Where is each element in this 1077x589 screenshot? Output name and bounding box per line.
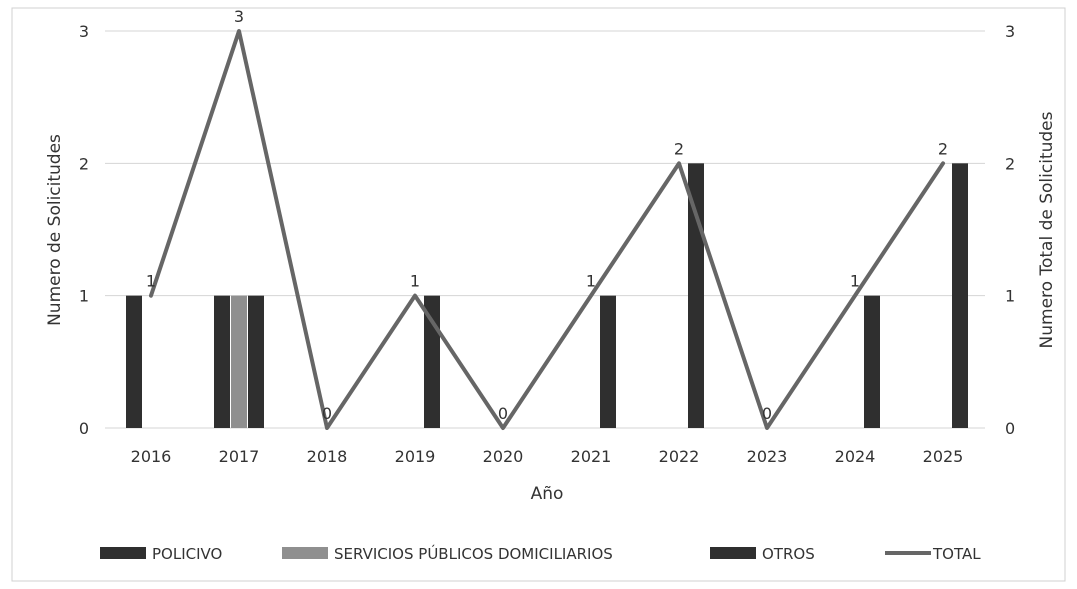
x-tick-label: 2017 (219, 447, 260, 466)
legend-label-servicios-p-blicos-domiciliarios: SERVICIOS PÚBLICOS DOMICILIARIOS (334, 544, 613, 563)
y-tick-label: 1 (79, 287, 89, 306)
bar-otros-2025 (952, 163, 968, 429)
data-label: 0 (498, 404, 508, 423)
bar-otros-2017 (248, 295, 264, 428)
y2-tick-label: 1 (1005, 287, 1015, 306)
labels-layer: 1 3 0 1 0 1 2 0 1 2 (146, 7, 948, 423)
bar-policivo-2017 (214, 295, 230, 428)
legend-swatch-policivo (100, 547, 146, 559)
y-tick-label: 3 (79, 22, 89, 41)
line-layer (149, 29, 945, 430)
bar-servicios-p-blicos-domiciliarios-2017 (231, 295, 247, 428)
data-label: 2 (674, 139, 684, 158)
x-tick-label: 2025 (923, 447, 964, 466)
chart-frame (11, 7, 1066, 582)
legend-swatch-servicios-p-blicos-domiciliarios (282, 547, 328, 559)
data-label: 2 (938, 139, 948, 158)
legend-label-policivo: POLICIVO (152, 545, 222, 563)
x-tick-label: 2022 (659, 447, 700, 466)
x-tick-label: 2024 (835, 447, 876, 466)
y-tick-label: 2 (79, 154, 89, 173)
bar-otros-2021 (600, 295, 616, 428)
x-tick-label: 2023 (747, 447, 788, 466)
y-axis-title: Numero de Solicitudes (45, 134, 65, 326)
legend-swatch-otros (710, 547, 756, 559)
data-label: 0 (762, 404, 772, 423)
y2-tick-label: 2 (1005, 154, 1015, 173)
x-tick-label: 2016 (131, 447, 172, 466)
legend-label-otros: OTROS (762, 545, 815, 563)
x-tick-label: 2020 (483, 447, 524, 466)
x-tick-label: 2019 (395, 447, 436, 466)
total-line (149, 29, 945, 430)
bar-otros-2024 (864, 295, 880, 428)
y2-tick-label: 0 (1005, 419, 1015, 438)
x-axis-title: Año (531, 484, 564, 504)
data-label: 1 (586, 272, 596, 291)
data-label: 3 (234, 7, 244, 26)
data-label: 1 (146, 272, 156, 291)
y2-tick-label: 3 (1005, 22, 1015, 41)
y2-axis-title: Numero Total de Solicitudes (1037, 111, 1057, 348)
x-tick-label: 2021 (571, 447, 612, 466)
bar-policivo-2016 (126, 295, 142, 428)
data-label: 0 (322, 404, 332, 423)
legend: POLICIVO SERVICIOS PÚBLICOS DOMICILIARIOS… (100, 544, 981, 563)
data-label: 1 (850, 272, 860, 291)
legend-label-total: TOTAL (932, 545, 981, 563)
data-label: 1 (410, 272, 420, 291)
x-tick-label: 2018 (307, 447, 348, 466)
y-tick-label: 0 (79, 419, 89, 438)
